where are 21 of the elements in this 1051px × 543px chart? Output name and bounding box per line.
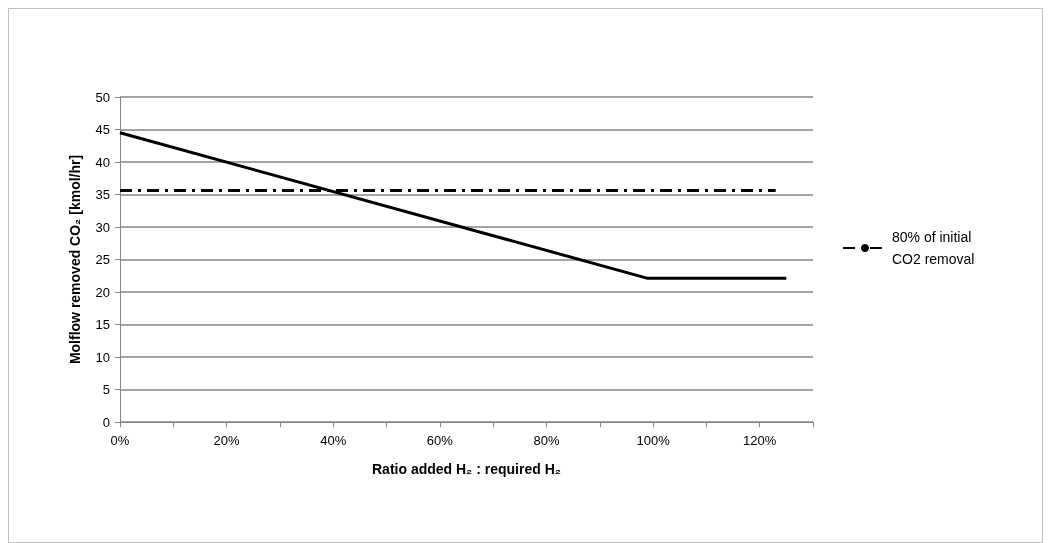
x-axis-title: Ratio added H₂ : required H₂ [371, 461, 562, 477]
y-tick-label: 40 [95, 154, 110, 170]
y-tick-label: 45 [95, 122, 110, 137]
y-tick-label: 50 [95, 89, 110, 105]
legend-label: 80% of initial CO2 removal [892, 229, 976, 267]
y-tick-label: 30 [95, 219, 110, 235]
y-tick-label: 5 [102, 382, 110, 397]
x-tick-label: 120% [743, 433, 777, 448]
x-tick-label: 80% [533, 433, 560, 448]
y-tick-label: 10 [95, 349, 110, 365]
y-tick-label: 35 [95, 187, 110, 202]
x-tick-label: 20% [213, 433, 241, 448]
y-axis-title: Molflow removed CO₂ [kmol/hr] [67, 154, 83, 365]
x-tick-label: 100% [636, 433, 671, 448]
y-tick-label: 25 [95, 252, 110, 267]
x-tick-label: 60% [426, 433, 454, 448]
y-tick-label: 15 [95, 317, 110, 332]
x-tick-label: 0% [110, 433, 130, 448]
y-tick-label: 0 [102, 414, 110, 430]
y-tick-label: 20 [95, 284, 110, 300]
x-tick-label: 40% [320, 433, 347, 448]
